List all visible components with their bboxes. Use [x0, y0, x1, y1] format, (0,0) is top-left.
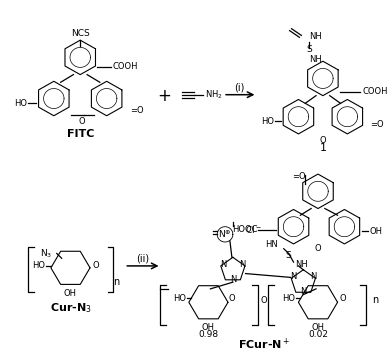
- Text: N: N: [310, 272, 316, 281]
- Text: HO: HO: [32, 262, 45, 270]
- Text: OH: OH: [202, 323, 215, 332]
- Text: NH$_2$: NH$_2$: [205, 88, 223, 101]
- Text: HO: HO: [283, 294, 296, 303]
- Text: 1: 1: [319, 143, 327, 153]
- Text: COOH: COOH: [113, 62, 138, 71]
- Text: S: S: [286, 251, 292, 260]
- Text: N: N: [220, 259, 226, 269]
- Text: O: O: [319, 136, 326, 145]
- Text: (ii): (ii): [136, 253, 149, 263]
- Text: NCS: NCS: [71, 29, 90, 38]
- Text: O: O: [93, 262, 100, 270]
- Text: HO: HO: [261, 117, 274, 126]
- Text: OH: OH: [312, 323, 325, 332]
- Text: NH: NH: [309, 32, 322, 41]
- Text: N: N: [230, 275, 236, 284]
- Text: HO: HO: [173, 294, 186, 303]
- Text: N: N: [240, 259, 246, 269]
- Text: FITC: FITC: [67, 129, 94, 139]
- Text: N: N: [300, 287, 307, 296]
- Text: HOOC: HOOC: [232, 225, 257, 234]
- Text: HO: HO: [15, 99, 27, 108]
- Text: 0.98: 0.98: [198, 330, 218, 339]
- Text: O: O: [261, 296, 267, 305]
- Text: O: O: [79, 117, 85, 126]
- Text: OH: OH: [370, 227, 383, 236]
- Text: Cl$^-$: Cl$^-$: [245, 224, 261, 235]
- Text: (i): (i): [234, 82, 245, 92]
- Text: n: n: [114, 277, 120, 287]
- Text: =O: =O: [130, 106, 144, 114]
- Text: 0.02: 0.02: [308, 330, 328, 339]
- Text: OH: OH: [64, 289, 77, 298]
- Text: O: O: [315, 244, 321, 253]
- Text: S: S: [306, 45, 312, 54]
- Text: NH: NH: [296, 260, 308, 270]
- Text: NH: NH: [309, 55, 322, 64]
- Text: N: N: [290, 272, 297, 281]
- Text: COOH: COOH: [362, 87, 388, 96]
- Text: =O: =O: [370, 120, 383, 129]
- Text: +: +: [158, 87, 171, 105]
- Text: N$_3$: N$_3$: [40, 247, 52, 260]
- Text: O: O: [339, 294, 346, 303]
- Text: n: n: [372, 295, 378, 305]
- Text: =O: =O: [292, 172, 305, 182]
- Text: O: O: [229, 294, 236, 303]
- Text: N$^{\oplus}$: N$^{\oplus}$: [218, 228, 232, 240]
- Text: Cur-N$_3$: Cur-N$_3$: [49, 301, 91, 315]
- Text: FCur-N$^+$: FCur-N$^+$: [238, 337, 290, 352]
- Text: HN: HN: [265, 240, 278, 249]
